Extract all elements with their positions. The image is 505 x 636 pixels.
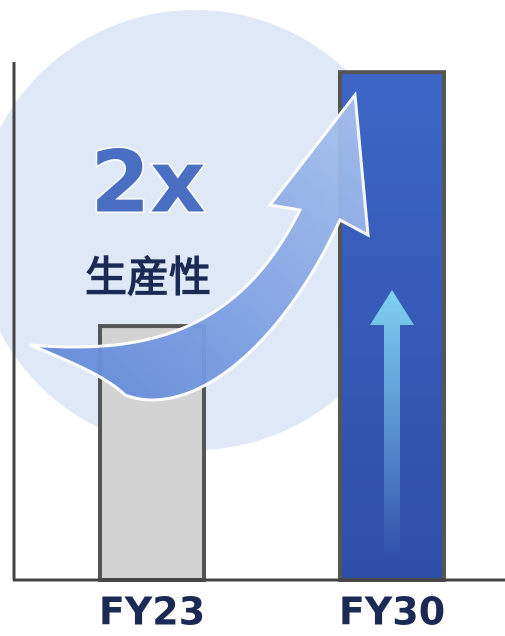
growth-arrow bbox=[29, 91, 370, 402]
x-tick-label: FY23 bbox=[99, 590, 205, 634]
annotation-label: 生産性 bbox=[85, 253, 211, 302]
annotation: 2x bbox=[90, 132, 205, 232]
inner-arrow bbox=[370, 290, 414, 560]
x-tick-label: FY30 bbox=[339, 590, 445, 634]
